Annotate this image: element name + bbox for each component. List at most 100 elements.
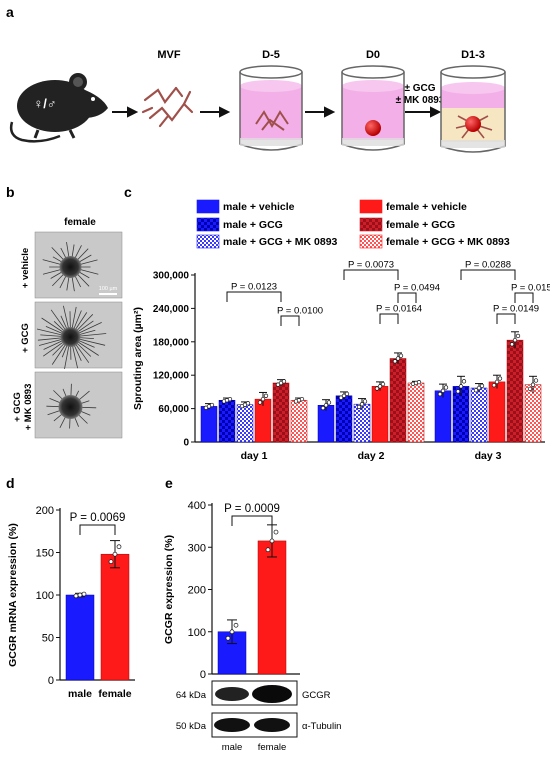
- panel-letter-e: e: [165, 475, 173, 491]
- data-point: [228, 397, 232, 401]
- step-label-d-5: D-5: [262, 49, 280, 61]
- x-tick-label: day 2: [358, 450, 385, 462]
- mouse-icon: ♀/♂: [11, 73, 108, 141]
- data-point: [300, 397, 304, 401]
- bar: [291, 400, 307, 442]
- bar: [471, 388, 487, 442]
- data-point: [264, 394, 268, 398]
- data-point: [360, 402, 364, 406]
- data-point: [270, 539, 274, 543]
- data-point: [516, 334, 520, 338]
- data-point: [258, 401, 262, 405]
- bar: [101, 554, 129, 680]
- data-point: [531, 383, 535, 387]
- bar: [273, 383, 289, 442]
- data-point: [417, 380, 421, 384]
- p-value-label: P = 0.0073: [348, 260, 394, 271]
- data-point: [327, 401, 331, 405]
- bar: [372, 386, 388, 442]
- data-point: [345, 392, 349, 396]
- legend-label: female + GCG + MK 0893: [386, 236, 510, 248]
- data-point: [117, 545, 121, 549]
- p-value-label: P = 0.0152: [511, 283, 550, 294]
- band-gcgr-male: [215, 687, 249, 701]
- legend-label: male + vehicle: [223, 201, 295, 213]
- band-tubulin-female: [254, 718, 290, 732]
- significance-bracket: [515, 293, 533, 303]
- p-value-label: P = 0.0123: [231, 282, 277, 293]
- data-point: [78, 593, 82, 597]
- data-point: [381, 382, 385, 386]
- step-label-mvf: MVF: [157, 49, 181, 61]
- data-point: [324, 403, 328, 407]
- data-point: [274, 530, 278, 534]
- y-tick-label: 0: [200, 669, 206, 681]
- scale-bar: [99, 293, 117, 295]
- protein-label-gcgr: GCGR: [302, 690, 331, 701]
- data-point: [480, 384, 484, 388]
- legend-swatch: [197, 200, 219, 213]
- step-label-d0: D0: [366, 49, 380, 61]
- bar: [489, 382, 505, 442]
- legend-swatch: [197, 218, 219, 231]
- y-tick-label: 120,000: [153, 371, 190, 382]
- bar: [219, 400, 235, 442]
- data-point: [444, 386, 448, 390]
- panel-letter-b: b: [6, 184, 15, 200]
- data-point: [266, 548, 270, 552]
- significance-bracket: [80, 525, 115, 535]
- data-point: [462, 380, 466, 384]
- data-point: [498, 377, 502, 381]
- significance-bracket: [461, 270, 515, 280]
- western-blot: 64 kDa 50 kDa GCGR α-Tubulin male female: [176, 681, 342, 753]
- dish-d-5: [240, 66, 302, 150]
- panel-letter-c: c: [124, 184, 132, 200]
- data-point: [459, 385, 463, 389]
- protein-label-tubulin: α-Tubulin: [302, 721, 341, 732]
- data-point: [74, 594, 78, 598]
- bar: [237, 405, 253, 442]
- data-point: [399, 354, 403, 358]
- band-gcgr-female: [252, 685, 292, 703]
- data-point: [534, 379, 538, 383]
- data-point: [456, 390, 460, 394]
- bar: [435, 391, 451, 442]
- data-point: [357, 405, 361, 409]
- panel-letter-d: d: [6, 475, 15, 491]
- lane-label-male: male: [222, 742, 243, 753]
- panel-a: a ♀/♂ MVF: [6, 4, 505, 152]
- data-point: [495, 380, 499, 384]
- microvascular-fragments: [143, 88, 192, 126]
- bar: [258, 541, 286, 674]
- data-point: [234, 623, 238, 627]
- significance-bracket: [281, 316, 299, 326]
- legend-swatch: [360, 235, 382, 248]
- p-value-label: P = 0.0009: [224, 503, 280, 515]
- significance-bracket: [497, 314, 515, 324]
- y-tick-label: 60,000: [158, 404, 189, 415]
- spheroid: [60, 256, 82, 278]
- data-point: [438, 392, 442, 396]
- bar: [336, 396, 352, 442]
- row-label-gcg-mk0893-line2: + MK 0893: [23, 384, 34, 431]
- row-label-vehicle: + vehicle: [20, 248, 31, 288]
- spheroid: [59, 395, 83, 419]
- y-tick-label: 0: [48, 675, 54, 687]
- data-point: [210, 403, 214, 407]
- p-value-label: P = 0.0149: [493, 304, 539, 315]
- y-tick-label: 300,000: [153, 271, 190, 282]
- treatment-label-gcg: ± GCG: [404, 83, 435, 94]
- significance-bracket: [227, 292, 281, 302]
- x-tick-label: day 1: [241, 450, 268, 462]
- y-tick-label: 240,000: [153, 304, 190, 315]
- data-point: [363, 400, 367, 404]
- legend-label: female + vehicle: [386, 201, 467, 213]
- y-tick-label: 200: [188, 585, 206, 597]
- legend-swatch: [197, 235, 219, 248]
- data-point: [441, 389, 445, 393]
- bar: [354, 404, 370, 442]
- dish-d1-3: [441, 66, 505, 152]
